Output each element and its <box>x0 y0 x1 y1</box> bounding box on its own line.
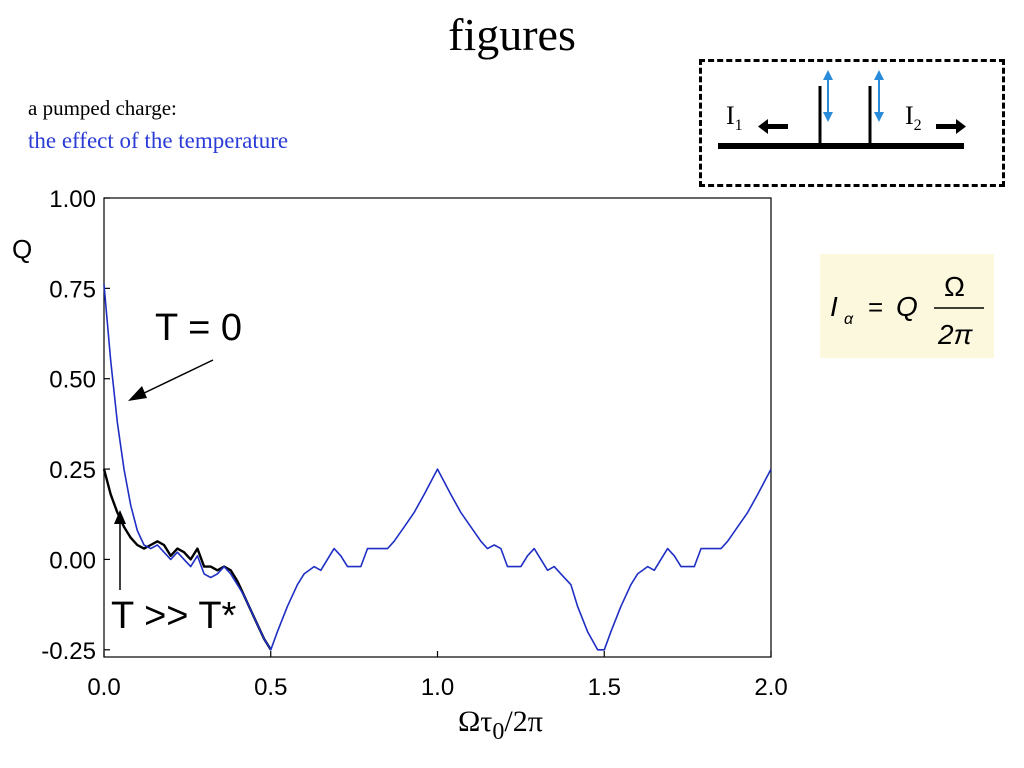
formula-equals: = <box>868 292 883 322</box>
series-line-zero-temperature <box>103 284 772 651</box>
annotation-t-zero-arrow-line <box>139 359 214 396</box>
subtitle-temperature-effect: the effect of the temperature <box>28 128 289 153</box>
current-right-label: I2 <box>905 101 922 134</box>
y-tick-label: -0.25 <box>41 638 96 665</box>
x-tick-label: 2.0 <box>754 674 787 701</box>
annotation-t-zero: T = 0 <box>155 307 242 349</box>
y-axis-label: Q <box>12 234 32 264</box>
current-left-label: I1 <box>726 101 743 134</box>
x-tick-label: 1.0 <box>421 674 454 701</box>
arrow-left-icon <box>758 119 788 134</box>
annotation-t-zero-arrow-head-icon <box>128 386 147 401</box>
annotation-t-high-arrow-head-icon <box>114 510 126 524</box>
double-arrow-right-icon <box>874 70 884 122</box>
pump-schematic-drawing: I1 I2 <box>718 70 966 149</box>
y-tick-label: 0.75 <box>49 276 96 303</box>
formula-q: Q <box>896 291 918 322</box>
x-tick-label: 1.5 <box>588 674 621 701</box>
x-tick-label: 0.0 <box>87 674 120 701</box>
arrow-right-icon <box>936 119 966 134</box>
x-tick-label: 0.5 <box>254 674 287 701</box>
y-tick-label: 0.25 <box>49 457 96 484</box>
current-formula: I α = Q Ω 2π <box>830 271 984 350</box>
y-tick-label: 0.00 <box>49 547 96 574</box>
double-arrow-left-icon <box>823 70 833 122</box>
plot-frame <box>103 197 772 658</box>
slide-title: figures <box>448 9 576 60</box>
current-formula-box: I α = Q Ω 2π <box>820 254 994 358</box>
pump-schematic-inset: I1 I2 <box>699 59 1005 187</box>
y-tick-label: 0.50 <box>49 367 96 394</box>
formula-lhs: I <box>830 291 838 322</box>
annotation-t-high: T >> T* <box>111 595 237 637</box>
formula-denominator: 2π <box>937 319 974 350</box>
formula-numerator: Ω <box>944 271 965 302</box>
subtitle-pumped-charge: a pumped charge: <box>28 96 177 120</box>
formula-lhs-sub: α <box>844 311 854 328</box>
x-axis-label: Ωτ0/2π <box>458 705 543 745</box>
y-tick-label: 1.00 <box>49 186 96 213</box>
